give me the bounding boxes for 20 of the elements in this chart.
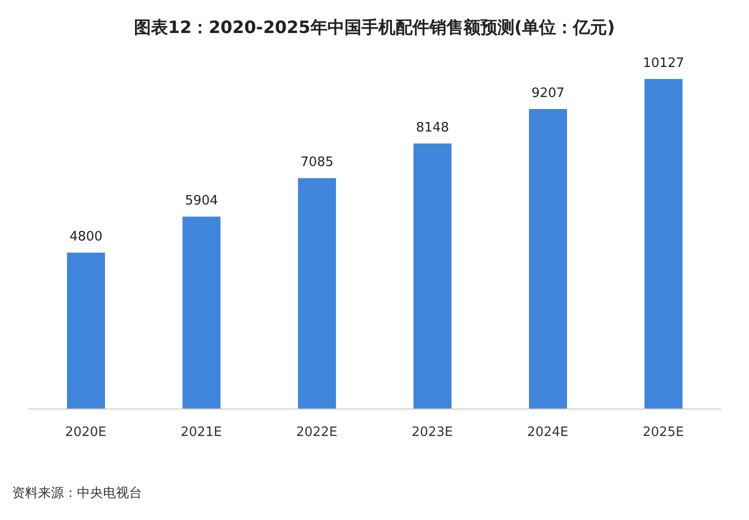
text: 资料来源：中央电视台 [12, 485, 142, 502]
chart-title: 图表12：2020-2025年中国手机配件销售额预测(单位：亿元) [133, 17, 616, 39]
bar [644, 79, 682, 409]
x-tick-label: 2023E [412, 425, 453, 440]
data-label: 10127 [642, 56, 684, 71]
data-label: 8148 [416, 120, 450, 136]
x-tick-label: 2024E [527, 425, 568, 440]
x-tick-label: 2025E [642, 425, 684, 440]
x-tick-label: 2022E [296, 425, 338, 440]
data-label: 5904 [184, 194, 218, 209]
data-label: 7085 [300, 155, 334, 170]
data-label: 9207 [531, 86, 565, 101]
bar [298, 178, 336, 409]
bar [67, 252, 105, 409]
x-tick-label: 2021E [180, 425, 222, 440]
bar [414, 143, 452, 409]
data-label: 4800 [69, 230, 103, 245]
bar [529, 108, 567, 409]
x-tick-label: 2020E [65, 425, 106, 440]
bar [182, 216, 220, 409]
